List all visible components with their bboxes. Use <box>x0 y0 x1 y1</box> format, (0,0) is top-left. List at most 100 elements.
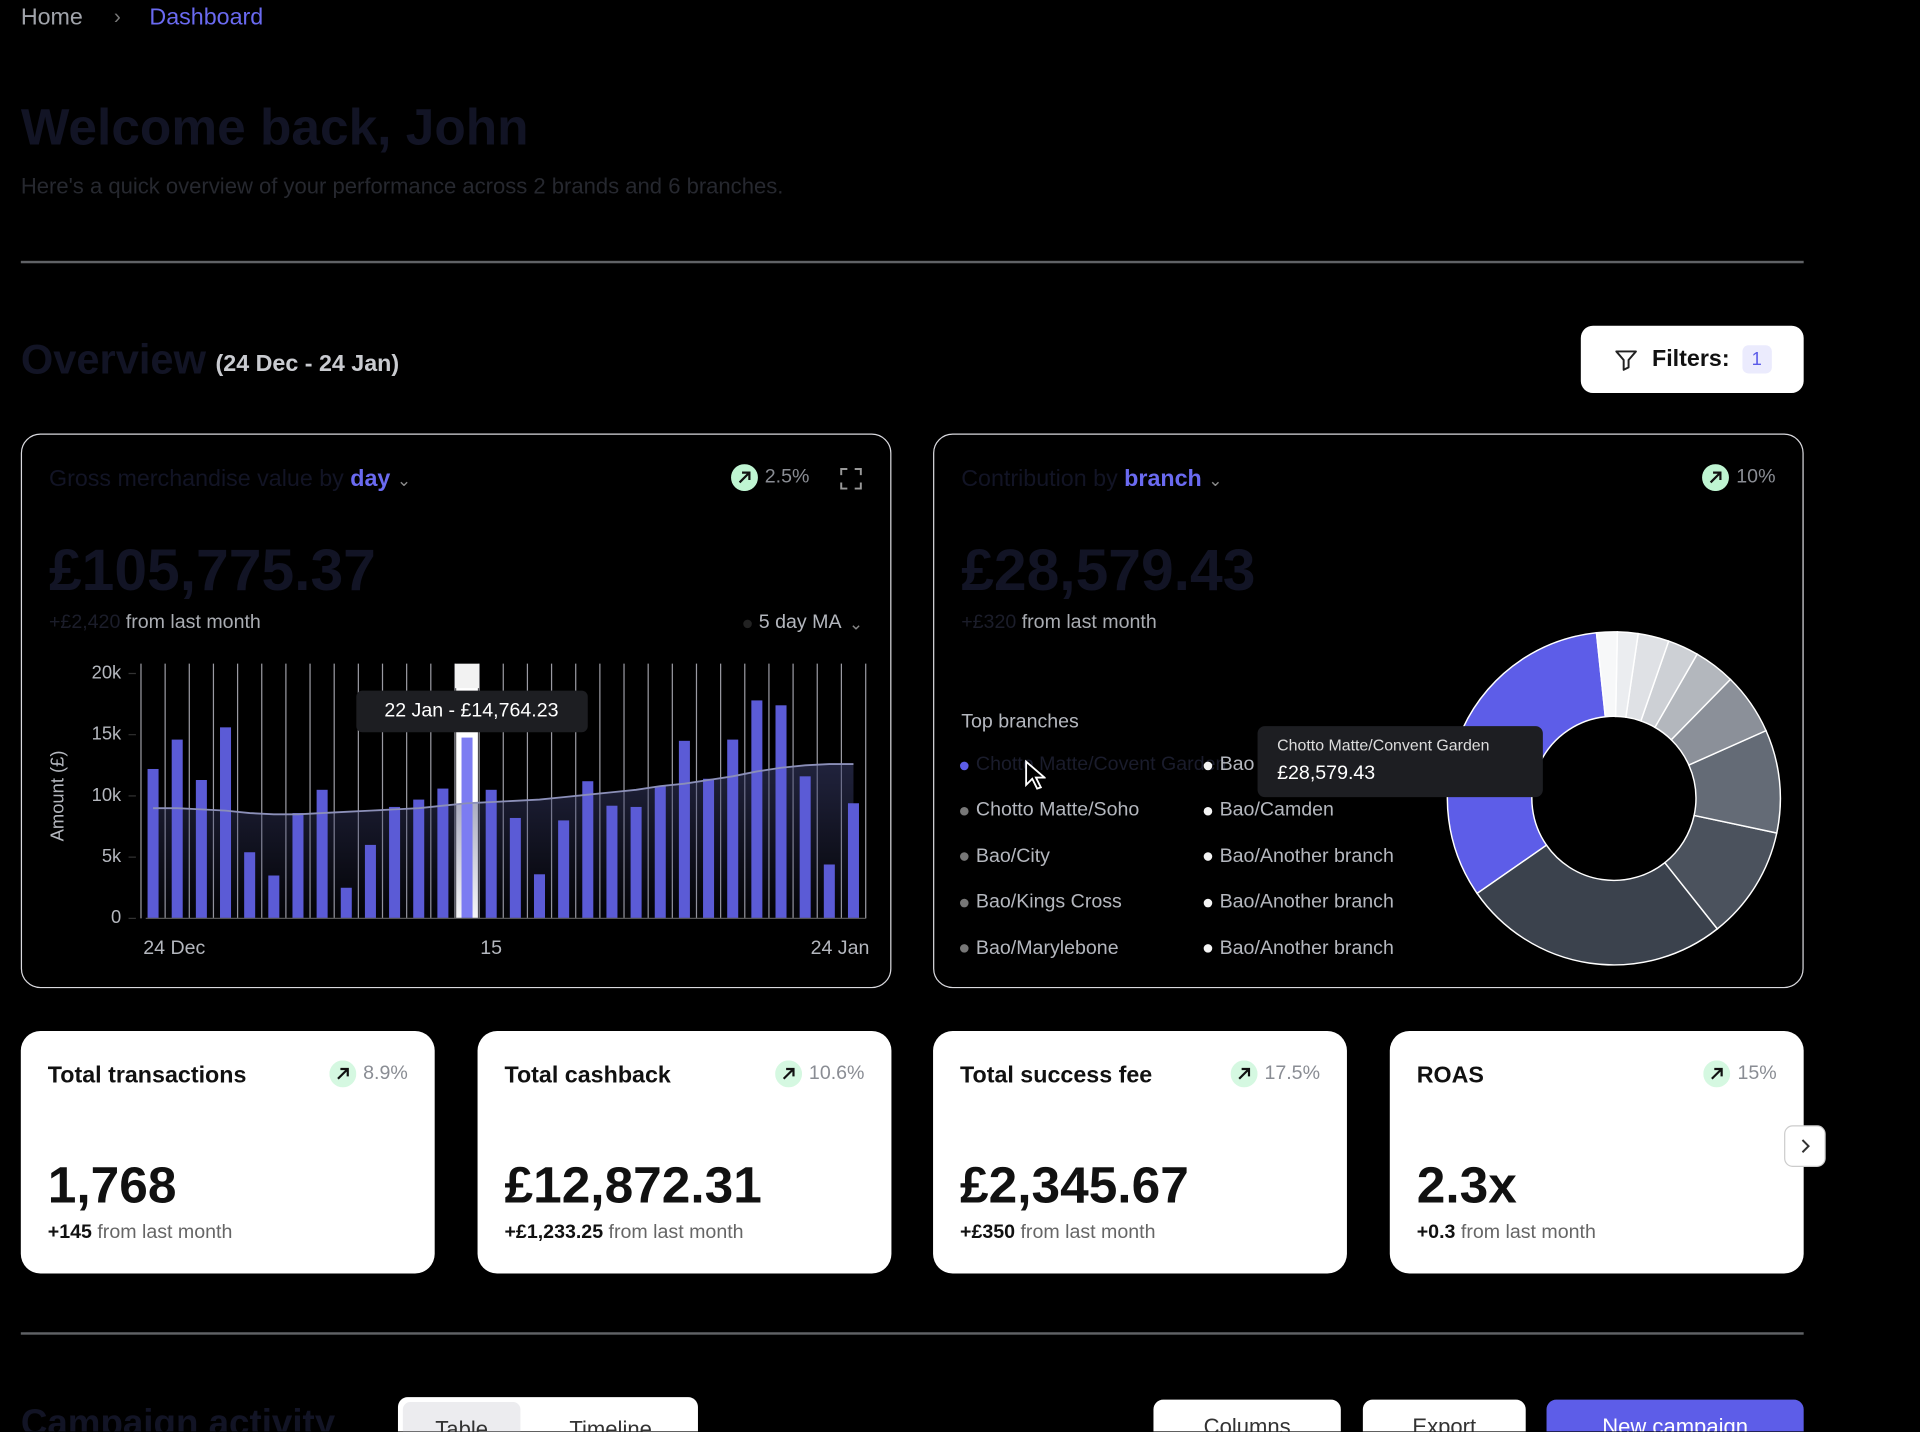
section-title: Campaign activity <box>20 1403 336 1432</box>
legend-label: Bao/Another branch <box>1219 937 1394 959</box>
bar <box>316 789 328 919</box>
expand-icon[interactable] <box>839 467 863 491</box>
new-campaign-button[interactable]: New campaign <box>1546 1399 1804 1432</box>
legend-item: Bao/Marylebone <box>960 937 1119 959</box>
legend-label: Bao <box>1219 754 1255 776</box>
bar <box>751 700 763 919</box>
legend-label: Bao/Another branch <box>1219 891 1394 913</box>
up-icon <box>774 1060 802 1088</box>
page-title: Welcome back, John <box>20 97 529 156</box>
legend-dot <box>960 944 969 953</box>
donut-chart <box>1446 631 1782 966</box>
breadcrumb-separator: › <box>113 4 121 29</box>
kpi-delta: +£350 from last month <box>960 1222 1155 1244</box>
divider <box>20 260 1804 264</box>
kpi-value: 1,768 <box>47 1155 177 1214</box>
legend-dot <box>1203 761 1213 770</box>
legend-label: Chotto Matte/Covent Garden <box>975 754 1227 776</box>
bar <box>558 820 570 919</box>
bar <box>727 739 739 919</box>
delta-text: from last month <box>125 612 261 634</box>
kpi-title: ROAS <box>1416 1062 1484 1089</box>
legend-title: Top branches <box>961 711 1079 733</box>
filters-button[interactable]: Filters: 1 <box>1580 325 1804 394</box>
legend-dot <box>960 806 969 816</box>
kpi-card: Total transactions 8.9% 1,768 +145 from las… <box>20 1031 435 1274</box>
next-button[interactable] <box>1784 1125 1826 1167</box>
bar <box>461 737 473 919</box>
legend-item: Bao/Another branch <box>1203 891 1394 914</box>
dropdown-caret: ⌄ <box>1208 470 1223 490</box>
y-tick-label: 5k <box>102 845 122 866</box>
tab[interactable]: Table <box>402 1402 521 1432</box>
bar <box>703 778 715 919</box>
change-value: 10.6% <box>808 1062 865 1084</box>
legend-dot <box>1203 852 1213 862</box>
card-title-row: Contribution by branch ⌄ <box>961 467 1222 494</box>
ma-label: 5 day MA <box>758 612 842 634</box>
change-value: 15% <box>1737 1062 1777 1084</box>
bar <box>340 887 352 919</box>
button-label: New campaign <box>1602 1413 1748 1432</box>
bar <box>606 805 618 919</box>
card-title: Contribution by <box>961 466 1118 493</box>
gmv-chart: 0 5k 10k 15k 20k Amount (£) 24 Dec 15 24 Jan 22 J… <box>47 661 870 959</box>
export-button[interactable]: Export <box>1362 1399 1526 1432</box>
ma-select[interactable]: 5 day MA ⌄ <box>742 612 863 634</box>
columns-button[interactable]: Columns <box>1153 1399 1341 1432</box>
up-icon <box>1703 1060 1731 1088</box>
kpi-delta: +£1,233.25 from last month <box>504 1222 743 1244</box>
bar <box>654 786 666 919</box>
bar <box>630 806 642 919</box>
bar <box>364 844 376 919</box>
legend-dot <box>960 761 969 770</box>
tooltip-label: Chotto Matte/Convent Garden <box>1277 735 1490 755</box>
legend-item: Bao <box>1203 754 1255 776</box>
kpi-title: Total success fee <box>960 1062 1153 1089</box>
cursor <box>1025 759 1046 790</box>
delta-text: from last month <box>1020 1222 1156 1243</box>
legend-label: Chotto Matte/Soho <box>975 800 1140 821</box>
kpi-card: ROAS 15% 2.3x +0.3 from last month <box>1389 1031 1804 1274</box>
section-range: (24 Dec - 24 Jan) <box>215 351 400 378</box>
ma-area <box>153 764 854 919</box>
breadcrumb-home[interactable]: Home <box>20 4 83 31</box>
bar <box>292 813 304 919</box>
bar <box>268 875 280 919</box>
legend-label: Bao/Camden <box>1219 800 1334 821</box>
legend-dot <box>1203 944 1213 953</box>
bar <box>823 864 835 919</box>
y-tick-label: 0 <box>111 906 121 927</box>
delta-text: from last month <box>1460 1222 1596 1243</box>
bar <box>678 740 690 919</box>
legend-label: Bao/Kings Cross <box>975 891 1122 913</box>
change-chip: 2.5% <box>730 464 809 492</box>
legend-item: Bao/City <box>960 846 1050 868</box>
legend-item: Bao/Another branch <box>1203 937 1394 959</box>
ma-line <box>153 763 854 816</box>
period-select[interactable]: day <box>350 466 391 493</box>
kpi-delta: +0.3 from last month <box>1417 1222 1596 1244</box>
delta-value: +0.3 <box>1416 1222 1456 1243</box>
period-select[interactable]: branch <box>1124 466 1202 493</box>
kpi-card: Total cashback 10.6% £12,872.31 +£1,233.25 … <box>477 1031 892 1274</box>
divider <box>20 1332 1804 1335</box>
delta-value: +£2,420 <box>48 612 121 634</box>
bar <box>582 781 594 919</box>
bar <box>244 852 256 919</box>
tab[interactable]: Timeline <box>569 1416 652 1432</box>
button-label: Columns <box>1203 1413 1291 1432</box>
breadcrumb-current[interactable]: Dashboard <box>149 4 264 31</box>
page-subtitle: Here's a quick overview of your performa… <box>20 173 784 199</box>
change-chip: 15% <box>1703 1060 1777 1088</box>
y-tick-label: 10k <box>92 784 122 805</box>
card-title-row: Gross merchandise value by day ⌄ <box>49 467 411 494</box>
kpi-value: £2,345.67 <box>960 1155 1189 1214</box>
view-tabs: Table Timeline <box>397 1397 698 1432</box>
bar <box>847 803 859 919</box>
legend-item: Chotto Matte/Covent Garden <box>960 754 1226 776</box>
kpi-title: Total cashback <box>504 1062 671 1089</box>
bar <box>195 780 207 919</box>
x-tick-label: 15 <box>480 937 502 959</box>
